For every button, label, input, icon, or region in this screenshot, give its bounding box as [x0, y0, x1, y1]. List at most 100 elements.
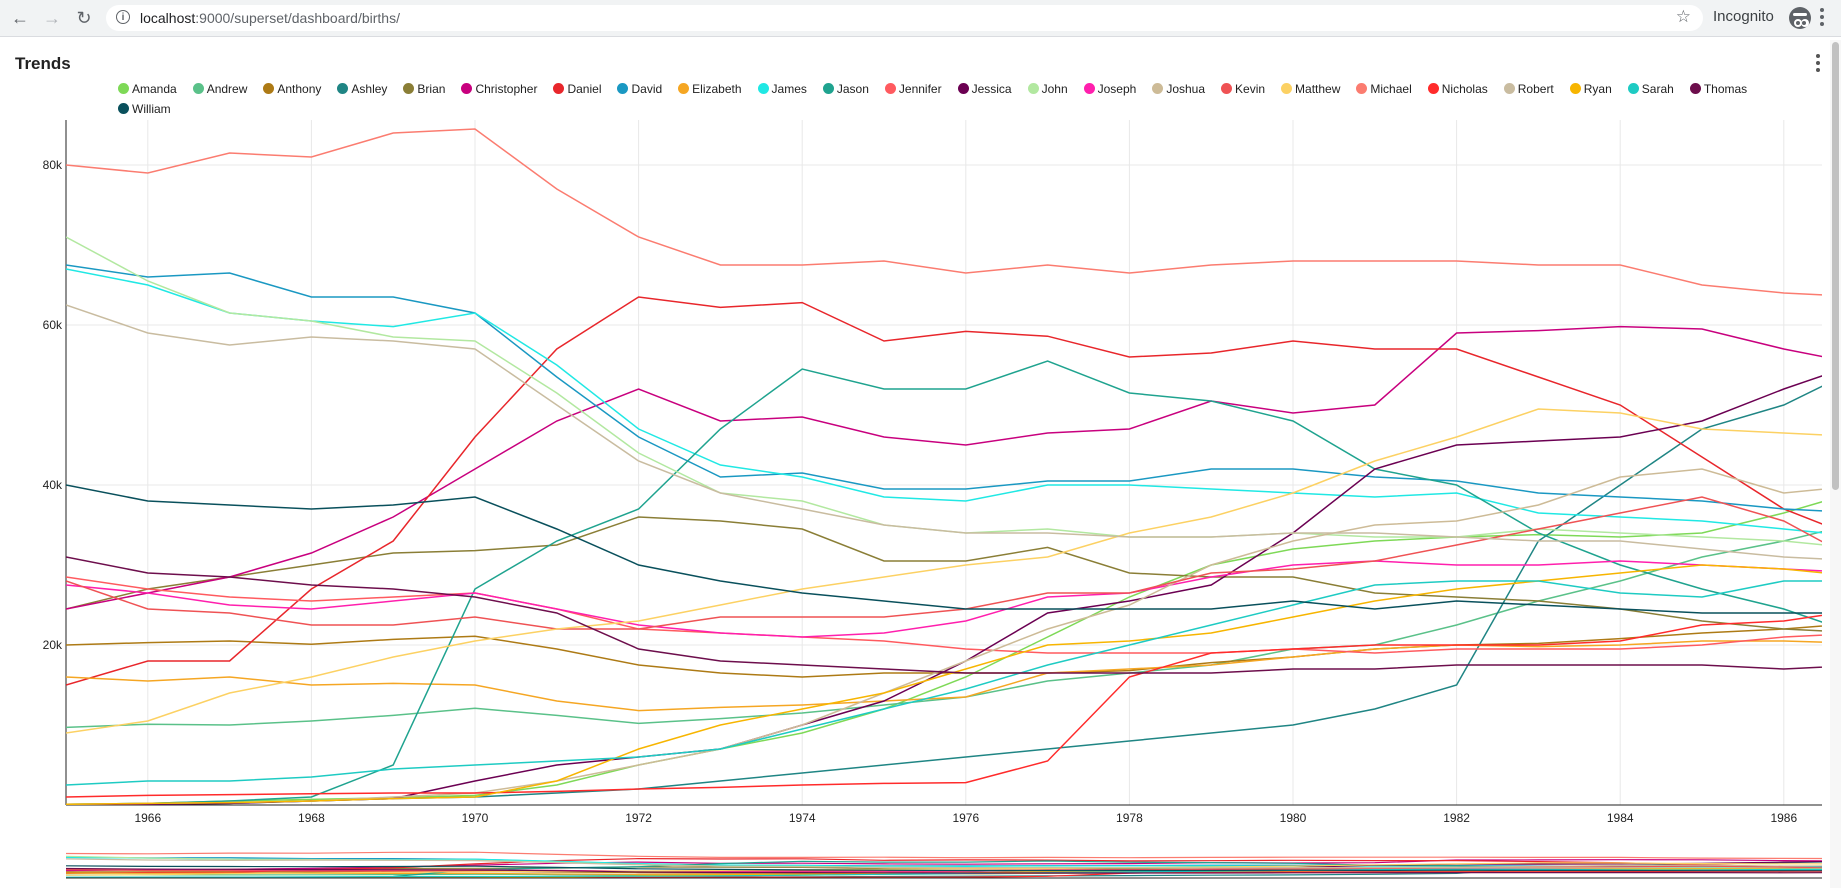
- legend-item-kevin[interactable]: Kevin: [1221, 82, 1265, 96]
- series-line-jason[interactable]: [66, 360, 1841, 805]
- legend-label: Thomas: [1703, 82, 1748, 96]
- legend-item-james[interactable]: James: [757, 82, 807, 96]
- incognito-icon[interactable]: [1789, 7, 1811, 29]
- legend-label: Sarah: [1641, 82, 1674, 96]
- legend-dot-icon: [1152, 83, 1164, 94]
- series-line-jessica[interactable]: [66, 361, 1841, 805]
- series-line-brian[interactable]: [66, 516, 1841, 757]
- series-line-joshua[interactable]: [66, 453, 1841, 805]
- series-line-jennifer[interactable]: [66, 576, 1841, 749]
- legend-item-jason[interactable]: Jason: [822, 82, 869, 96]
- series-line-john[interactable]: [66, 236, 1841, 677]
- brush-line-william: [66, 865, 1822, 872]
- legend-item-william[interactable]: William: [118, 102, 171, 116]
- legend-label: David: [631, 82, 663, 96]
- legend-dot-icon: [884, 83, 896, 94]
- series-line-daniel[interactable]: [66, 296, 1841, 686]
- legend-item-matthew[interactable]: Matthew: [1281, 82, 1340, 96]
- legend-dot-icon: [1569, 83, 1581, 94]
- series-line-kevin[interactable]: [66, 496, 1841, 677]
- series-line-amanda[interactable]: [66, 469, 1841, 805]
- brush-line-daniel: [66, 857, 1822, 874]
- legend-item-amanda[interactable]: Amanda: [118, 82, 177, 96]
- legend-item-jessica[interactable]: Jessica: [957, 82, 1012, 96]
- legend-item-sarah[interactable]: Sarah: [1627, 82, 1674, 96]
- brush-line-james: [66, 856, 1822, 869]
- legend-item-jennifer[interactable]: Jennifer: [884, 82, 942, 96]
- legend-item-robert[interactable]: Robert: [1503, 82, 1554, 96]
- series-line-christopher[interactable]: [66, 325, 1841, 677]
- legend-label: Brian: [417, 82, 446, 96]
- legend-item-andrew[interactable]: Andrew: [192, 82, 247, 96]
- series-line-james[interactable]: [66, 268, 1841, 681]
- legend-label: Michael: [1370, 82, 1412, 96]
- legend-label: John: [1041, 82, 1068, 96]
- legend-item-david[interactable]: David: [617, 82, 662, 96]
- x-tick-label: 1974: [789, 811, 816, 825]
- legend-dot-icon: [1221, 83, 1233, 94]
- reload-icon[interactable]: ↻: [76, 7, 92, 28]
- series-line-matthew[interactable]: [66, 408, 1841, 734]
- bookmark-star-icon[interactable]: ☆: [1675, 7, 1691, 26]
- legend-item-anthony[interactable]: Anthony: [263, 82, 321, 96]
- legend-dot-icon: [461, 83, 473, 94]
- x-tick-label: 1982: [1443, 811, 1470, 825]
- brush-line-jason: [66, 860, 1822, 878]
- range-brush[interactable]: [66, 850, 1822, 880]
- series-line-thomas[interactable]: [66, 556, 1841, 737]
- back-arrow-icon[interactable]: ←: [11, 7, 29, 28]
- legend-label: Matthew: [1295, 82, 1341, 96]
- x-tick-label: 1972: [625, 811, 652, 825]
- brush-line-brian: [66, 866, 1822, 872]
- series-line-elizabeth[interactable]: [66, 640, 1841, 712]
- series-line-david[interactable]: [66, 264, 1841, 713]
- chart-menu-icon[interactable]: [1816, 54, 1820, 74]
- legend-dot-icon: [1281, 83, 1293, 94]
- legend-item-michael[interactable]: Michael: [1356, 82, 1412, 96]
- legend-item-christopher[interactable]: Christopher: [461, 82, 537, 96]
- legend-item-daniel[interactable]: Daniel: [553, 82, 602, 96]
- series-line-william[interactable]: [66, 484, 1841, 673]
- legend-dot-icon: [678, 83, 690, 94]
- legend-item-joshua[interactable]: Joshua: [1152, 82, 1205, 96]
- series-line-nicholas[interactable]: [66, 605, 1841, 798]
- legend-item-nicholas[interactable]: Nicholas: [1427, 82, 1488, 96]
- series-line-ashley[interactable]: [66, 365, 1841, 805]
- series-line-anthony[interactable]: [66, 593, 1841, 678]
- series-line-sarah[interactable]: [66, 580, 1841, 786]
- browser-menu-icon[interactable]: [1820, 8, 1824, 28]
- url-text[interactable]: localhost:9000/superset/dashboard/births…: [140, 10, 400, 26]
- x-tick-label: 1984: [1607, 811, 1634, 825]
- legend-item-joseph[interactable]: Joseph: [1083, 82, 1136, 96]
- legend-label: Joshua: [1166, 82, 1206, 96]
- legend-dot-icon: [553, 83, 565, 94]
- scrollbar-thumb[interactable]: [1832, 42, 1839, 490]
- browser-toolbar: ← → ↻ i localhost:9000/superset/dashboar…: [0, 0, 1841, 37]
- forward-arrow-icon[interactable]: →: [43, 7, 61, 28]
- brush-line-sarah: [66, 868, 1822, 878]
- legend-label: Jennifer: [898, 82, 942, 96]
- series-line-michael[interactable]: [66, 128, 1841, 641]
- legend-label: Christopher: [475, 82, 538, 96]
- legend-item-ryan[interactable]: Ryan: [1569, 82, 1612, 96]
- brush-line-michael: [66, 851, 1822, 860]
- legend-item-brian[interactable]: Brian: [403, 82, 445, 96]
- legend-item-john[interactable]: John: [1027, 82, 1068, 96]
- incognito-label: Incognito: [1713, 8, 1774, 25]
- legend-item-elizabeth[interactable]: Elizabeth: [678, 82, 742, 96]
- url-path: :9000/superset/dashboard/births/: [195, 10, 400, 26]
- page-scrollbar[interactable]: [1830, 40, 1841, 888]
- legend-dot-icon: [1689, 83, 1701, 94]
- series-line-andrew[interactable]: [66, 521, 1841, 729]
- series-line-ryan[interactable]: [66, 564, 1841, 805]
- x-tick-label: 1976: [952, 811, 979, 825]
- x-tick-label: 1970: [462, 811, 489, 825]
- site-info-icon[interactable]: i: [116, 10, 130, 24]
- legend-item-thomas[interactable]: Thomas: [1689, 82, 1748, 96]
- legend-item-ashley[interactable]: Ashley: [337, 82, 387, 96]
- address-bar[interactable]: i localhost:9000/superset/dashboard/birt…: [106, 5, 1703, 31]
- brush-line-nicholas: [66, 870, 1822, 878]
- series-line-robert[interactable]: [66, 304, 1841, 649]
- legend-dot-icon: [1356, 83, 1368, 94]
